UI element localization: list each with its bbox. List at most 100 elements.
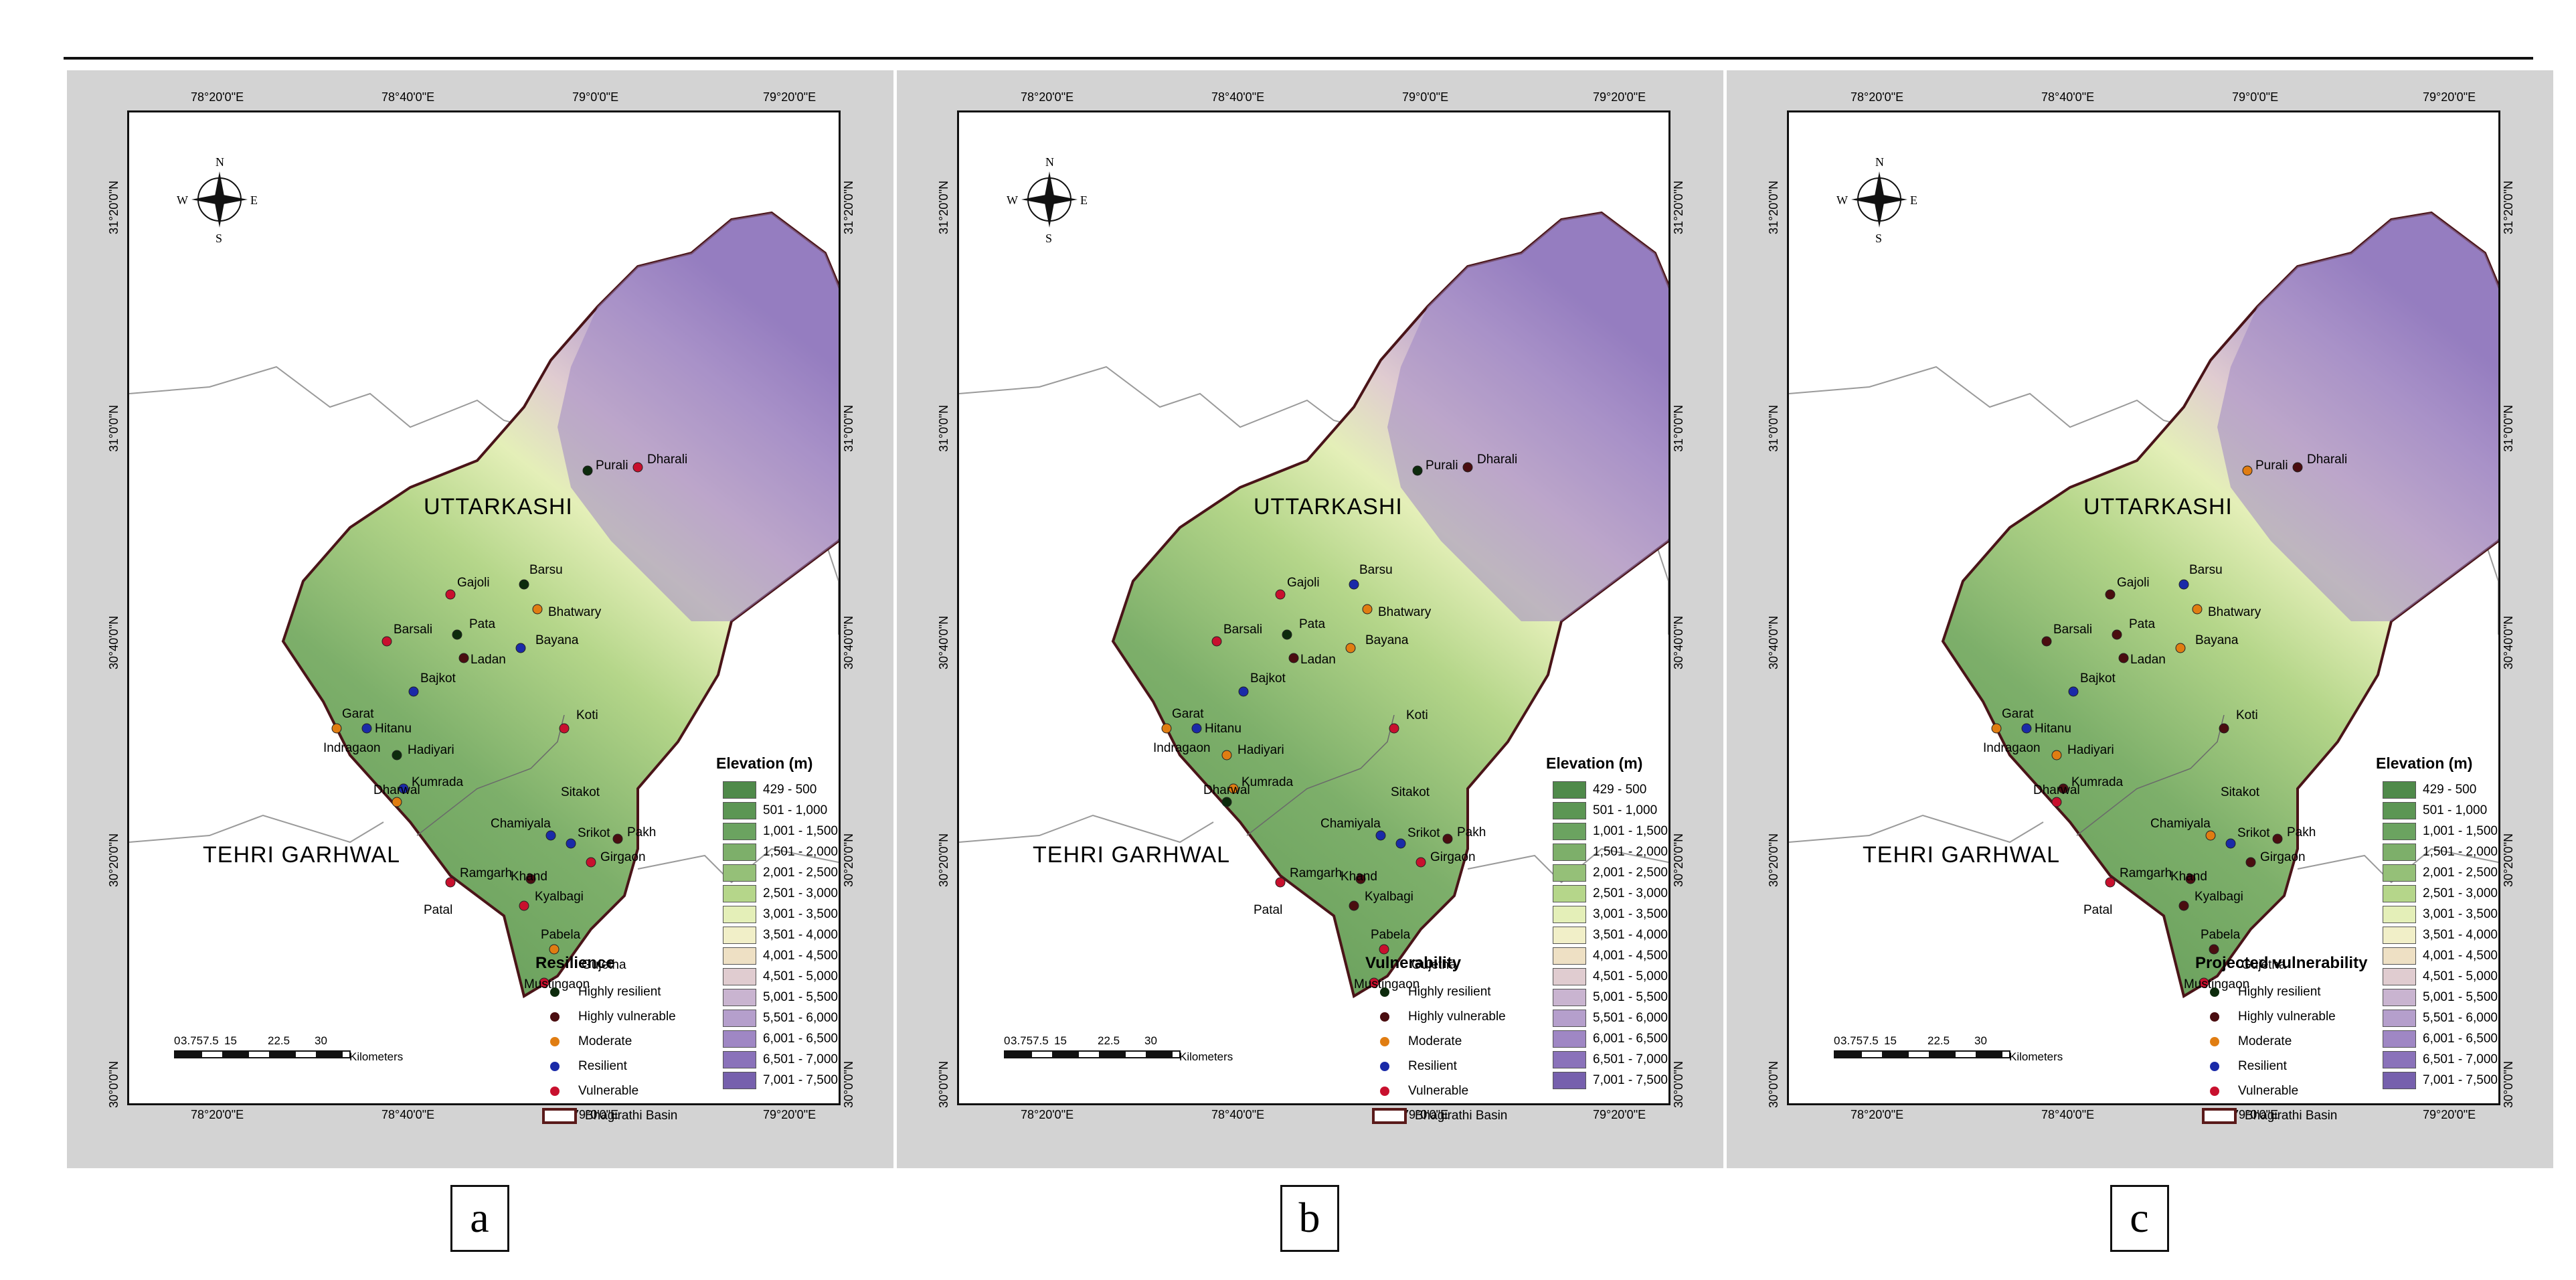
elevation-legend-row: 5,001 - 5,500	[2383, 987, 2498, 1008]
category-legend-row: Moderate	[542, 1030, 632, 1053]
category-legend-row: Highly vulnerable	[1372, 1006, 1506, 1028]
place-label: Chamiyala	[2150, 817, 2211, 831]
place-label: Purali	[2255, 459, 2288, 473]
place-label: Srikot	[1407, 826, 1440, 840]
elevation-swatch	[1553, 947, 1586, 965]
place-marker	[549, 944, 560, 955]
category-label: Resilient	[578, 1059, 627, 1073]
place-label: Purali	[1426, 459, 1458, 473]
district-boundary	[129, 366, 558, 434]
elevation-class-label: 3,501 - 4,000	[763, 928, 838, 942]
place-marker	[519, 900, 529, 911]
category-label: Moderate	[2238, 1034, 2292, 1048]
category-dot	[2210, 1087, 2219, 1096]
compass-n-label: N	[1045, 155, 1054, 169]
category-legend-row: Vulnerable	[1372, 1080, 1468, 1103]
place-label: Patal	[424, 903, 453, 917]
elevation-class-label: 7,001 - 7,500	[763, 1073, 838, 1087]
compass-s-label: S	[216, 232, 222, 245]
elevation-class-label: 4,501 - 5,000	[763, 969, 838, 983]
elevation-class-label: 501 - 1,000	[763, 803, 828, 817]
district-boundary	[1246, 714, 1395, 836]
category-legend-row: Highly resilient	[1372, 981, 1491, 1004]
place-label: Garat	[1172, 707, 1204, 721]
longitude-tick: 79°20'0"E	[1593, 90, 1646, 104]
map-frame: N S E W Purali Dharali Gajoli Barsu Bhatwary Bars…	[957, 110, 1670, 1105]
place-label: Srikot	[578, 826, 610, 840]
longitude-tick: 79°0'0"E	[1402, 1108, 1449, 1121]
place-marker	[2178, 900, 2189, 911]
elevation-legend-row: 6,001 - 6,500	[2383, 1029, 2498, 1049]
place-label: Kumrada	[1241, 775, 1294, 789]
category-legend-row: Vulnerable	[542, 1080, 638, 1103]
elevation-swatch	[2383, 864, 2416, 882]
elevation-swatch	[1553, 1051, 1586, 1068]
place-label: Pabela	[541, 928, 581, 942]
elevation-swatch	[723, 802, 756, 819]
district-boundary	[1789, 366, 2218, 434]
place-marker	[1362, 604, 1373, 615]
elevation-class-label: 2,501 - 3,000	[763, 886, 838, 900]
scale-bar	[174, 1050, 351, 1058]
place-marker	[408, 686, 419, 697]
map-panel-b: N S E W Purali Dharali Gajoli Barsu Bhatwary Bars…	[897, 70, 1723, 1168]
latitude-tick: 31°20'0"N	[2502, 180, 2515, 234]
scale-tick: 15	[1054, 1034, 1067, 1047]
place-label: Hadiyari	[1237, 743, 1284, 757]
place-label: Pata	[2129, 617, 2156, 631]
place-marker	[1379, 944, 1389, 955]
map-frame: N S E W Purali Dharali Gajoli Barsu Bhatwary Bars…	[127, 110, 841, 1105]
category-dot	[550, 1012, 560, 1022]
elevation-legend-row: 3,001 - 3,500	[1553, 904, 1668, 925]
elevation-class-label: 1,501 - 2,000	[763, 845, 838, 859]
elevation-legend-row: 1,001 - 1,500	[723, 821, 838, 842]
place-marker	[1395, 838, 1406, 849]
elevation-legend-row: 1,001 - 1,500	[1553, 821, 1668, 842]
elevation-swatch	[2383, 927, 2416, 944]
elevation-swatch	[2383, 844, 2416, 861]
place-label: Ladan	[1300, 653, 1336, 667]
elevation-swatch	[1553, 802, 1586, 819]
place-marker	[2058, 783, 2069, 794]
elevation-legend-row: 429 - 500	[723, 780, 817, 800]
district-boundary	[959, 814, 1214, 844]
place-label: Pata	[469, 617, 496, 631]
elevation-legend-row: 5,501 - 6,000	[2383, 1008, 2498, 1028]
elevation-swatch	[1553, 989, 1586, 1006]
place-label: Girgaon	[1430, 850, 1476, 864]
place-marker	[1991, 723, 2002, 734]
place-marker	[1375, 830, 1386, 841]
elevation-class-label: 501 - 1,000	[1593, 803, 1658, 817]
place-label: Bhatwary	[1378, 605, 1432, 619]
elevation-class-label: 6,501 - 7,000	[763, 1052, 838, 1066]
place-marker	[1191, 723, 1202, 734]
place-label: Hitanu	[2035, 722, 2071, 736]
longitude-tick: 79°0'0"E	[1402, 90, 1449, 104]
category-legend-row: Resilient	[2202, 1055, 2287, 1078]
place-marker	[452, 629, 462, 640]
place-label: Dharwal	[1203, 783, 1250, 797]
elevation-legend-row: 1,501 - 2,000	[1553, 842, 1668, 862]
category-legend-row: Bhagirathi Basin	[1372, 1105, 1507, 1127]
district-boundary	[1654, 540, 1668, 635]
place-marker	[1228, 783, 1239, 794]
place-marker	[519, 579, 529, 590]
place-label: Indragaon	[323, 741, 381, 755]
category-label: Highly resilient	[578, 985, 661, 999]
place-marker	[582, 465, 593, 476]
place-label: Barsali	[394, 623, 433, 637]
scale-tick: 22.5	[1927, 1034, 1950, 1047]
latitude-tick: 30°0'0"N	[107, 1060, 120, 1108]
elevation-legend-row: 5,001 - 5,500	[1553, 987, 1668, 1008]
panel-caption: c	[2110, 1185, 2169, 1252]
longitude-tick: 78°20'0"E	[1021, 1108, 1074, 1121]
elevation-class-label: 6,501 - 7,000	[2423, 1052, 2498, 1066]
elevation-class-label: 6,001 - 6,500	[2423, 1032, 2498, 1046]
compass-rose-icon: N S E W	[1836, 155, 1917, 245]
elevation-legend-row: 2,001 - 2,500	[723, 863, 838, 883]
place-marker	[392, 797, 402, 807]
elevation-legend-row: 4,501 - 5,000	[2383, 967, 2498, 987]
place-marker	[1221, 797, 1232, 807]
place-marker	[2209, 944, 2219, 955]
latitude-tick: 30°0'0"N	[842, 1060, 855, 1108]
